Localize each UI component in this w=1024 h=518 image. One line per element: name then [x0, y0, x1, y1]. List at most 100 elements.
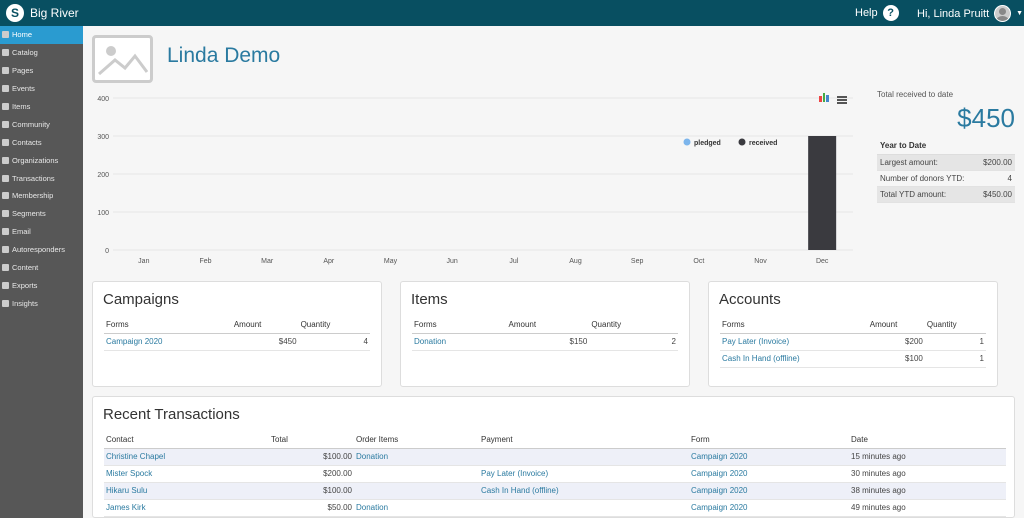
table-cell[interactable]: Campaign 2020 — [689, 482, 849, 500]
table-cell: 15 minutes ago — [849, 448, 1006, 466]
table-cell[interactable]: Cash In Hand (offline) — [479, 482, 689, 500]
insights-icon — [2, 299, 9, 307]
y-tick-label: 200 — [97, 172, 109, 179]
accounts-table: Forms Amount Quantity Pay Later (Invoice) $2… — [720, 317, 986, 368]
brand[interactable]: S Big River — [6, 4, 79, 22]
help-icon: ? — [882, 5, 899, 21]
campaigns-card: Campaigns Forms Amount Quantity Campaign 20… — [92, 281, 382, 387]
transactions-table: Contact Total Order Items Payment Form Date Ch… — [104, 432, 1006, 517]
image-placeholder-icon — [92, 35, 153, 83]
table-cell: $150 — [506, 333, 590, 351]
recent-transactions-card: Recent Transactions Contact Total Order It… — [92, 396, 1015, 518]
sidebar-item-email[interactable]: Email — [0, 223, 83, 241]
x-tick-label: Nov — [754, 258, 767, 265]
table-cell: $100.00 — [269, 482, 354, 500]
x-tick-label: Jun — [447, 258, 458, 265]
summary-panel: Total received to date $450 Year to Date… — [877, 90, 1015, 203]
table-cell[interactable]: Campaign 2020 — [104, 333, 232, 351]
column-header: Payment — [479, 432, 689, 449]
ytd-row: Largest amount: $200.00 — [877, 155, 1015, 171]
table-cell[interactable]: Hikaru Sulu — [104, 482, 269, 500]
table-cell[interactable]: James Kirk — [104, 499, 269, 517]
cart-icon — [2, 49, 9, 57]
column-header: Order Items — [354, 432, 479, 449]
y-tick-label: 0 — [105, 248, 109, 255]
campaigns-title: Campaigns — [103, 291, 179, 308]
sidebar-item-label: Segments — [12, 209, 46, 219]
x-tick-label: Sep — [631, 258, 644, 265]
table-header-row: Contact Total Order Items Payment Form Date — [104, 432, 1006, 449]
building-icon — [2, 156, 9, 164]
table-cell: $450 — [231, 333, 299, 351]
transactions-title: Recent Transactions — [103, 406, 240, 423]
table-cell[interactable]: Christine Chapel — [104, 448, 269, 466]
table-row: Pay Later (Invoice) $200 1 — [720, 333, 986, 351]
items-card: Items Forms Amount Quantity Donation $150 2 — [400, 281, 690, 387]
table-cell[interactable]: Campaign 2020 — [689, 465, 849, 483]
x-tick-label: Dec — [816, 258, 829, 265]
sidebar-item-catalog[interactable]: Catalog — [0, 44, 83, 62]
table-cell[interactable]: Pay Later (Invoice) — [479, 465, 689, 483]
column-header: Quantity — [589, 317, 678, 334]
legend-item-pledged[interactable]: pledged — [683, 138, 721, 148]
items-title: Items — [411, 291, 448, 308]
sidebar-item-autoresponders[interactable]: Autoresponders — [0, 241, 83, 259]
chart-menu-icon[interactable] — [837, 96, 847, 104]
table-cell[interactable]: Campaign 2020 — [689, 499, 849, 517]
sidebar-item-items[interactable]: Items — [0, 98, 83, 116]
sidebar-item-contacts[interactable]: Contacts — [0, 133, 83, 151]
sidebar-item-pages[interactable]: Pages — [0, 62, 83, 80]
sidebar-item-segments[interactable]: Segments — [0, 205, 83, 223]
table-cell: $200 — [867, 333, 925, 351]
table-cell[interactable]: Donation — [354, 499, 479, 517]
sidebar-item-content[interactable]: Content — [0, 259, 83, 277]
table-cell: 38 minutes ago — [849, 482, 1006, 500]
table-cell[interactable]: Donation — [354, 448, 479, 466]
app-name: Big River — [30, 6, 79, 20]
big-river-logo-icon: S — [6, 4, 24, 22]
column-header: Contact — [104, 432, 269, 449]
sidebar-item-label: Email — [12, 227, 31, 237]
ytd-title: Year to Date — [877, 137, 1015, 155]
table-cell: $100 — [867, 350, 925, 368]
sidebar-item-membership[interactable]: Membership — [0, 187, 83, 205]
ytd-row: Number of donors YTD: 4 — [877, 171, 1015, 187]
column-header: Amount — [231, 317, 299, 334]
legend-item-received[interactable]: received — [738, 138, 778, 148]
chart-type-icon[interactable] — [819, 93, 830, 102]
user-menu[interactable]: Hi, Linda Pruitt ▼ — [917, 5, 1023, 22]
column-header: Forms — [412, 317, 507, 334]
bar-received-dec[interactable] — [808, 136, 837, 250]
ytd-row-value: $450.00 — [983, 190, 1012, 199]
envelope-icon — [2, 228, 9, 236]
main-content: Linda Demo 0 100 200 300 400 Jan Feb Mar Apr May J… — [83, 26, 1024, 518]
table-cell[interactable]: Donation — [412, 333, 507, 351]
sidebar-item-label: Exports — [12, 280, 38, 290]
legend-marker — [738, 138, 746, 146]
table-row: James Kirk $50.00 Donation Campaign 2020 49 … — [104, 499, 1006, 517]
sidebar-item-label: Community — [12, 119, 50, 129]
x-tick-label: Jul — [509, 258, 518, 265]
table-header-row: Forms Amount Quantity — [104, 317, 370, 334]
sidebar-item-organizations[interactable]: Organizations — [0, 151, 83, 169]
table-cell — [354, 482, 479, 500]
content-icon — [2, 264, 9, 272]
table-cell[interactable]: Cash In Hand (offline) — [720, 350, 868, 368]
ytd-row: Total YTD amount: $450.00 — [877, 187, 1015, 203]
sidebar-item-events[interactable]: Events — [0, 80, 83, 98]
sidebar-item-home[interactable]: Home — [0, 26, 83, 44]
sidebar-item-community[interactable]: Community — [0, 115, 83, 133]
table-row: Donation $150 2 — [412, 333, 678, 351]
help-link[interactable]: Help ? — [855, 5, 899, 21]
table-cell[interactable]: Campaign 2020 — [689, 448, 849, 466]
sidebar-item-insights[interactable]: Insights — [0, 294, 83, 312]
table-cell[interactable]: Pay Later (Invoice) — [720, 333, 868, 351]
page-title: Linda Demo — [167, 44, 281, 67]
sidebar-item-transactions[interactable]: Transactions — [0, 169, 83, 187]
table-cell[interactable]: Mister Spock — [104, 465, 269, 483]
accounts-card: Accounts Forms Amount Quantity Pay Later (I… — [708, 281, 998, 387]
sidebar-item-label: Autoresponders — [12, 245, 65, 255]
column-header: Amount — [867, 317, 925, 334]
table-cell — [479, 448, 689, 466]
sidebar-item-exports[interactable]: Exports — [0, 276, 83, 294]
